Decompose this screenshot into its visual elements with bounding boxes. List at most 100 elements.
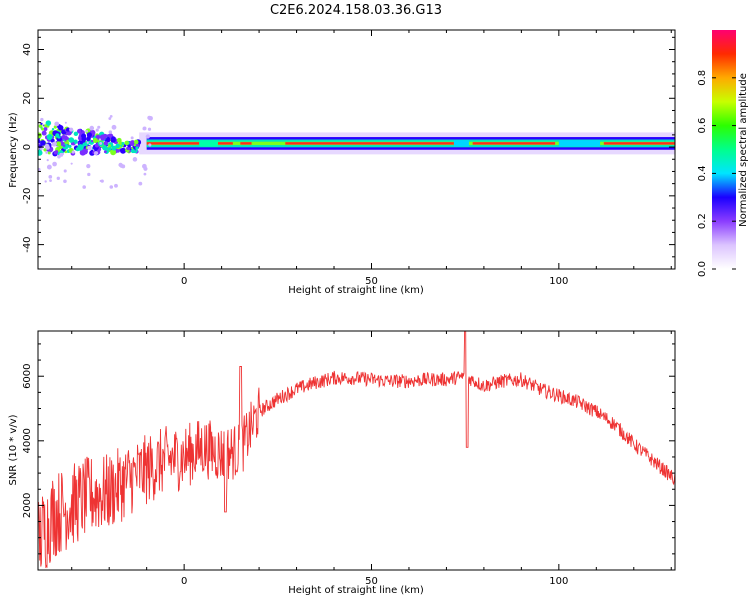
x-tick-label: 0 [181, 576, 187, 587]
scatter-blob [127, 144, 131, 148]
scatter-blob [68, 137, 75, 143]
scatter-faint [51, 141, 57, 147]
scatter-blob [40, 122, 43, 125]
snr-line [38, 331, 675, 569]
spectrogram-frame [37, 29, 676, 270]
scatter-faint [62, 152, 65, 155]
scatter-faint [48, 174, 53, 179]
scatter-blob [62, 143, 69, 150]
scatter-blob [119, 147, 127, 154]
band-weak-zone [199, 140, 218, 147]
scatter-faint [63, 179, 67, 184]
colorbar-label: Normalized spectral amplitude [738, 73, 749, 227]
scatter-blob [133, 144, 136, 147]
scatter-faint [85, 129, 89, 133]
spectrogram-x-label: Height of straight line (km) [288, 285, 424, 296]
scatter-blob [86, 132, 92, 138]
y-tick-label: 40 [22, 43, 33, 56]
scatter-faint [98, 138, 102, 141]
scatter-blob [108, 144, 111, 148]
scatter-blob [110, 149, 117, 156]
scatter-blob [41, 127, 45, 131]
snr-y-label: SNR (10 * v/v) [8, 414, 19, 485]
spectrogram-panel: 0 50 100 -40 -20 0 20 40 Height of straight lin… [8, 29, 676, 296]
scatter-faint [40, 117, 44, 122]
scatter-faint [138, 181, 143, 186]
scatter-faint [108, 130, 113, 134]
x-tick-label: 0 [181, 276, 187, 287]
scatter-faint [71, 150, 75, 154]
scatter-blob [73, 139, 78, 144]
scatter-faint [87, 172, 91, 177]
scatter-faint [49, 179, 52, 182]
colorbar-tick-label: 0.8 [697, 70, 708, 86]
snr-line-area [38, 331, 675, 569]
scatter-blob [46, 134, 53, 141]
scatter-faint [145, 134, 150, 139]
band-ridge [217, 142, 233, 145]
band-ridge [146, 142, 207, 145]
y-tick-label: 2000 [22, 493, 33, 518]
scatter-blob [38, 139, 41, 144]
y-tick-label: 6000 [22, 363, 33, 388]
colorbar-tick-label: 0.6 [697, 118, 708, 134]
y-tick-label: 0 [22, 144, 33, 150]
scatter-blob [116, 137, 122, 143]
scatter-faint [44, 143, 50, 149]
colorbar-tick-label: 0.0 [697, 261, 708, 277]
scatter-blob [81, 148, 88, 155]
scatter-faint [69, 127, 74, 132]
scatter-blob [130, 148, 136, 154]
scatter-faint [118, 162, 123, 168]
scatter-faint [99, 141, 103, 145]
band-ridge [472, 142, 556, 145]
scatter-faint [142, 127, 146, 131]
scatter-blob [92, 137, 98, 143]
scatter-faint [111, 124, 117, 130]
scatter-blob [44, 124, 48, 128]
scatter-blob [61, 134, 66, 140]
scatter-faint [108, 117, 112, 120]
scatter-faint [89, 125, 95, 131]
y-tick-label: 20 [22, 92, 33, 105]
snr-panel: 0 50 100 2000 4000 6000 Height of straight li… [8, 330, 676, 596]
scatter-blob [99, 134, 106, 141]
scatter-blob [105, 147, 109, 150]
scatter-blob [124, 140, 129, 146]
snr-x-label: Height of straight line (km) [288, 585, 424, 596]
y-tick-label: -20 [22, 188, 33, 204]
scatter-blob [41, 130, 47, 136]
scatter-blob [47, 151, 51, 155]
scatter-blob [38, 124, 43, 128]
scatter-faint [63, 169, 67, 173]
scatter-blob [131, 147, 134, 150]
scatter-faint [38, 167, 41, 172]
scatter-faint [147, 115, 152, 120]
scatter-faint [87, 145, 92, 151]
scatter-faint [64, 121, 67, 124]
scatter-faint [143, 172, 147, 176]
scatter-faint [148, 143, 152, 147]
scatter-blob [121, 142, 125, 146]
scatter-blob [66, 127, 71, 132]
colorbar-tick-label: 0.2 [697, 213, 708, 229]
scatter-blob [77, 146, 82, 151]
scatter-faint [114, 183, 118, 188]
scatter-blob [79, 142, 82, 145]
colorbar-bar [712, 30, 736, 269]
scatter-faint [56, 176, 60, 180]
x-tick-label: 100 [549, 276, 568, 287]
snr-frame [37, 330, 676, 571]
scatter-faint [143, 166, 148, 171]
scatter-blob [55, 133, 60, 138]
scatter-blob [111, 145, 117, 151]
scatter-blob [73, 131, 79, 137]
scatter-faint [99, 179, 102, 183]
scatter-faint [86, 141, 89, 144]
scatter-faint [109, 185, 114, 189]
x-tick-label: 100 [549, 576, 568, 587]
y-tick-label: 4000 [22, 428, 33, 453]
band-weak-zone [558, 140, 601, 147]
scatter-faint [95, 128, 99, 132]
scatter-blob [120, 144, 123, 147]
